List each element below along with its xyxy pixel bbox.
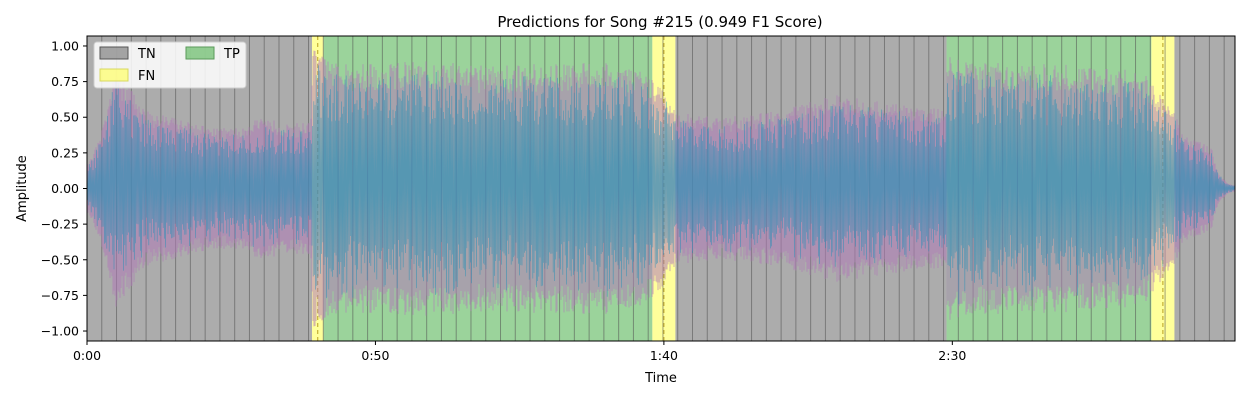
y-axis: 1.00 0.75 0.50 0.25 0.00 −0.25 −0.50 −0.75 −1.00 xyxy=(41,38,87,339)
waveform-trace xyxy=(87,65,1235,305)
y-tick-label: 0.75 xyxy=(51,74,79,89)
y-tick-label: 1.00 xyxy=(51,38,79,53)
y-tick-label: 0.50 xyxy=(51,110,79,125)
legend-label-tn: TN xyxy=(137,47,156,62)
y-tick-label: −0.25 xyxy=(41,217,79,232)
plot-area xyxy=(87,36,1235,341)
x-tick-label: 2:30 xyxy=(938,348,966,363)
legend-label-fn: FN xyxy=(138,69,155,84)
y-tick-label: −0.75 xyxy=(41,288,79,303)
waveform xyxy=(87,50,1235,327)
y-tick-label: 0.25 xyxy=(51,145,79,160)
legend: TN FN TP xyxy=(93,41,247,89)
legend-swatch-fn xyxy=(99,68,129,82)
x-axis-label: Time xyxy=(644,371,677,386)
y-tick-label: −0.50 xyxy=(41,252,79,267)
y-tick-label: −1.00 xyxy=(41,324,79,339)
legend-swatch-tn xyxy=(99,46,129,60)
x-tick-label: 0:50 xyxy=(361,348,389,363)
legend-swatch-tp xyxy=(185,46,215,60)
y-tick-label: 0.00 xyxy=(51,181,79,196)
y-axis-label: Amplitude xyxy=(15,155,30,222)
chart-title: Predictions for Song #215 (0.949 F1 Scor… xyxy=(497,13,822,31)
x-tick-label: 0:00 xyxy=(73,348,101,363)
x-tick-label: 1:40 xyxy=(650,348,678,363)
legend-label-tp: TP xyxy=(223,47,240,62)
x-axis: 0:00 0:50 1:40 2:30 xyxy=(73,341,966,363)
